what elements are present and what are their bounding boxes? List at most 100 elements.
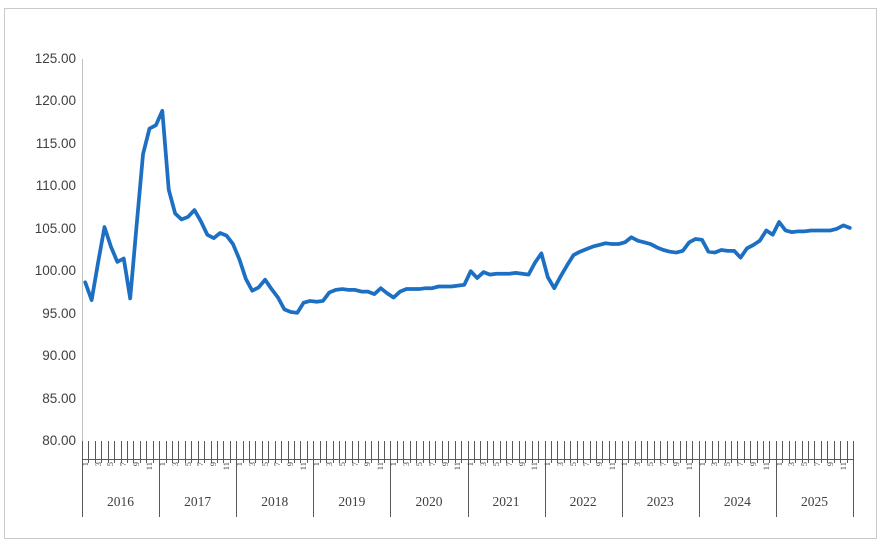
month-tick-label: 9 [439,462,450,467]
plot-area [82,59,853,441]
month-tick-label: 5 [568,462,578,467]
month-tick [480,441,482,463]
month-tick [653,441,655,463]
y-axis-tick-label: 105.00 [34,220,76,236]
month-tick-label: 9 [362,462,373,467]
chart-line [83,108,852,315]
month-tick [377,441,379,463]
month-tick [705,441,707,463]
y-axis-tick-label: 95.00 [42,305,76,321]
month-tick [287,441,289,463]
month-tick [454,441,456,463]
month-tick [628,441,630,463]
month-tick-label: 9 [516,462,527,467]
month-tick-label: 3 [478,462,489,467]
month-tick [756,441,758,463]
month-tick-label: 7 [426,462,437,467]
month-tick [820,441,822,463]
month-tick [422,441,424,463]
month-tick [679,441,681,463]
month-tick [634,441,636,463]
month-tick [88,441,90,463]
x-axis-line [82,459,854,460]
month-tick [171,441,173,463]
month-tick [525,441,527,463]
month-tick [596,441,597,463]
month-tick [268,441,270,463]
month-tick-label: 7 [580,462,591,467]
month-tick-label: 1 [79,462,90,467]
month-tick-label: 3 [632,462,643,467]
month-tick-label: 3 [709,462,720,467]
year-label: 2023 [646,494,674,509]
year-boundary-tick [621,441,623,517]
month-tick [711,441,713,463]
month-tick [358,441,360,463]
year-label: 2021 [492,494,520,509]
line-chart-canvas [83,108,852,315]
month-tick [396,441,398,463]
month-tick-label: 1 [773,462,784,467]
month-tick [101,441,103,463]
month-tick [718,441,720,463]
month-tick [750,441,752,463]
month-tick [133,441,135,463]
month-tick [551,441,553,463]
month-tick [589,441,591,463]
month-tick [827,441,829,463]
year-boundary-tick [236,441,238,517]
month-tick-label: 7 [657,462,668,467]
month-tick [583,441,585,463]
year-label: 2016 [107,494,135,509]
year-boundary-tick [544,441,546,517]
year-boundary-tick [82,441,83,517]
y-axis-tick-label: 85.00 [42,390,76,406]
month-tick-label: 1 [465,462,476,467]
month-tick [223,441,225,463]
month-tick [685,441,687,463]
month-tick-label: 5 [336,462,347,467]
month-tick [576,441,578,463]
month-tick [531,441,533,463]
y-axis-tick-label: 90.00 [42,348,76,364]
month-tick [409,441,411,463]
month-tick [139,441,141,463]
month-tick [743,441,745,463]
month-tick-label: 7 [503,462,514,467]
month-tick [814,441,816,463]
month-tick-label: 5 [259,462,270,467]
month-tick [332,441,334,463]
month-tick [107,441,109,463]
month-tick-label: 11 [837,462,848,471]
month-tick [146,441,148,463]
month-tick [570,441,572,463]
month-tick [833,441,835,463]
month-tick [339,441,340,463]
month-tick-label: 1 [542,462,553,467]
month-tick [165,441,167,463]
y-axis-tick-label: 110.00 [35,178,76,194]
month-tick-label: 11 [375,462,386,471]
year-boundary-tick [775,441,777,517]
month-tick [184,441,186,463]
month-tick [640,441,642,463]
month-tick-label: 7 [735,462,746,467]
year-label: 2024 [723,494,751,509]
month-tick [730,441,732,463]
year-boundary-tick [853,441,854,517]
year-label: 2017 [184,494,212,509]
month-tick-label: 3 [169,462,180,467]
month-tick [428,441,430,463]
month-tick [319,441,321,463]
month-tick [345,441,347,463]
month-tick [512,441,514,463]
month-tick [216,441,218,463]
figure-border [4,8,877,539]
month-tick [416,441,418,463]
month-tick [210,441,212,463]
month-tick-label: 1 [311,462,321,467]
month-tick-label: 1 [696,462,707,467]
month-tick [795,441,797,463]
month-tick-label: 11 [452,462,463,471]
month-tick [274,441,276,463]
